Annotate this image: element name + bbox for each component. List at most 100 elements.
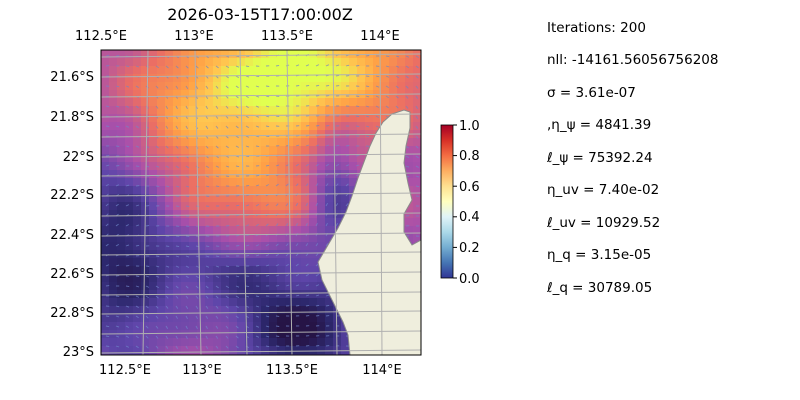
velocity-arrow	[225, 165, 230, 168]
velocity-arrow	[185, 165, 189, 169]
velocity-arrow	[135, 315, 139, 319]
heat-cell	[157, 178, 166, 187]
heat-cell	[205, 314, 214, 323]
heat-cell	[125, 138, 134, 147]
velocity-arrow	[255, 174, 260, 177]
heat-cell	[141, 282, 150, 291]
heat-cell	[125, 146, 134, 155]
heat-cell	[205, 202, 214, 211]
heat-cell	[365, 138, 374, 147]
heat-cell	[309, 90, 318, 99]
heat-cell	[101, 338, 110, 347]
velocity-arrow	[265, 174, 270, 177]
velocity-arrow	[415, 115, 419, 119]
velocity-arrow	[295, 64, 300, 67]
heat-cell	[213, 266, 222, 275]
heat-cell	[117, 186, 126, 195]
velocity-arrow	[135, 125, 139, 129]
heat-cell	[245, 90, 254, 99]
heat-cell	[221, 218, 230, 227]
heat-cell	[213, 98, 222, 107]
heat-cell	[269, 322, 278, 331]
stat-eta-q: η_q = 3.15e-05	[547, 247, 652, 263]
velocity-arrow	[395, 75, 399, 79]
heat-cell	[149, 234, 158, 243]
heat-cell	[181, 322, 190, 331]
heat-cell	[261, 138, 270, 147]
heat-cell	[157, 138, 166, 147]
velocity-arrow	[385, 85, 390, 88]
heat-cell	[117, 138, 126, 147]
heat-cell	[405, 66, 414, 75]
velocity-arrow	[175, 275, 179, 279]
heat-cell	[205, 306, 214, 315]
velocity-arrow	[215, 95, 219, 99]
velocity-arrow	[255, 125, 260, 128]
heat-cell	[173, 138, 182, 147]
heat-cell	[237, 314, 246, 323]
heat-cell	[301, 346, 310, 355]
heat-cell	[229, 290, 238, 299]
velocity-arrow	[105, 223, 109, 227]
heat-cell	[333, 58, 342, 67]
heat-cell	[197, 186, 206, 195]
heat-cell	[413, 218, 421, 227]
heat-cell	[197, 162, 206, 171]
heat-cell	[133, 298, 142, 307]
heat-cell	[101, 58, 110, 67]
velocity-arrow	[245, 204, 250, 207]
heat-cell	[213, 170, 222, 179]
heat-cell	[221, 346, 230, 355]
velocity-arrow	[135, 285, 140, 288]
heat-cell	[261, 266, 270, 275]
velocity-arrow	[175, 345, 179, 349]
meridian-line	[286, 50, 293, 355]
velocity-arrow	[125, 285, 130, 287]
heat-cell	[253, 242, 262, 251]
velocity-arrow	[225, 95, 229, 99]
heat-cell	[117, 210, 126, 219]
heat-cell	[277, 162, 286, 171]
heat-cell	[157, 234, 166, 243]
heat-cell	[261, 290, 270, 299]
heat-cell	[101, 50, 110, 59]
map-frame	[100, 49, 422, 356]
velocity-arrow	[215, 285, 219, 289]
heat-cell	[197, 50, 206, 59]
velocity-arrow	[275, 105, 280, 107]
heat-cell	[157, 330, 166, 339]
heat-cell	[309, 114, 318, 123]
heat-cell	[181, 330, 190, 339]
heat-cell	[325, 338, 334, 347]
heat-cell	[125, 314, 134, 323]
velocity-arrow	[155, 285, 159, 289]
heat-cell	[349, 178, 358, 187]
velocity-arrow	[355, 164, 360, 167]
heat-cell	[109, 146, 118, 155]
velocity-arrow	[405, 85, 409, 89]
heat-cell	[405, 82, 414, 91]
heat-cell	[413, 210, 421, 219]
heat-cell	[173, 234, 182, 243]
heat-cell	[141, 162, 150, 171]
heat-cell	[253, 58, 262, 67]
velocity-arrow	[185, 145, 189, 149]
velocity-arrow	[315, 163, 319, 167]
velocity-arrow	[135, 305, 139, 308]
map-title: 2026-03-15T17:00:00Z	[167, 5, 353, 24]
velocity-arrow	[195, 325, 198, 330]
heat-cell	[117, 322, 126, 331]
velocity-arrow	[325, 163, 329, 167]
heat-cell	[109, 314, 118, 323]
heat-cell	[405, 74, 414, 83]
heat-cell	[221, 282, 230, 291]
heat-cell	[245, 298, 254, 307]
heat-cell	[325, 226, 334, 235]
heat-cell	[117, 290, 126, 299]
velocity-arrow	[305, 64, 310, 67]
heat-cell	[165, 202, 174, 211]
velocity-arrow	[285, 263, 289, 267]
heat-cell	[165, 114, 174, 123]
meridian-line	[239, 50, 248, 355]
velocity-arrow	[185, 255, 190, 258]
